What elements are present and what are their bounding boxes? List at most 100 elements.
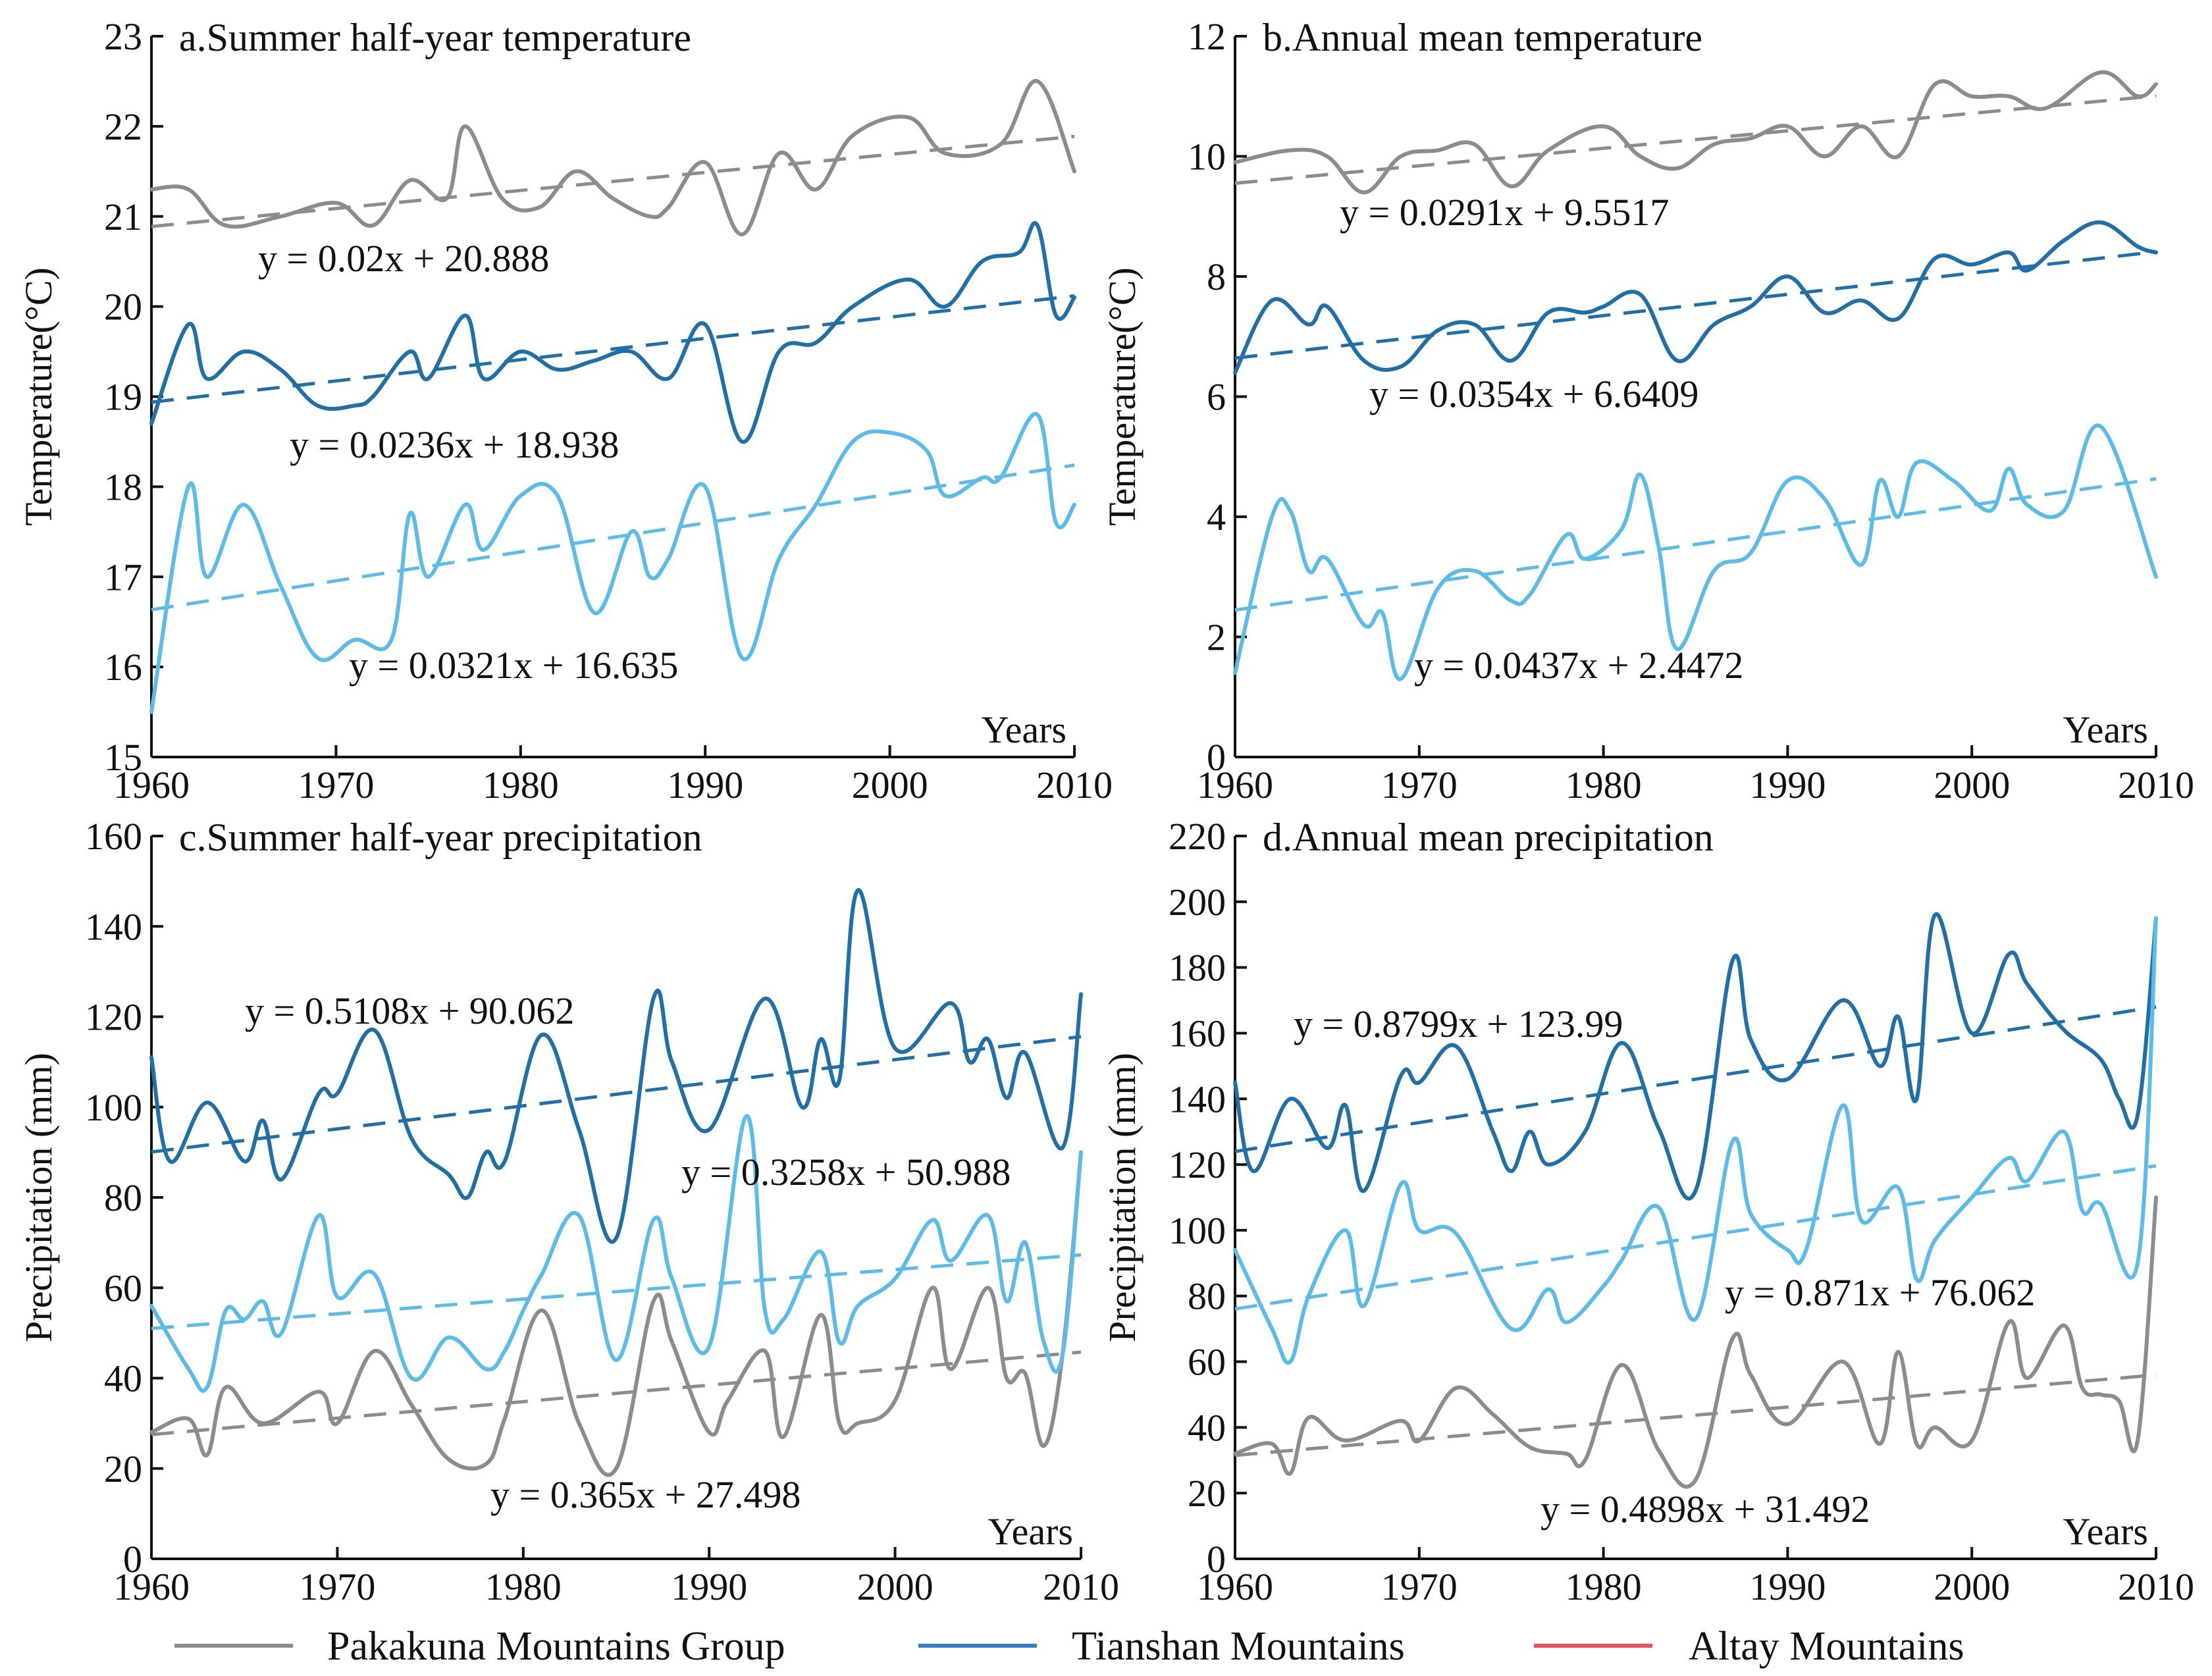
y-tick-label: 6 [1207,376,1226,419]
y-tick-label: 140 [1169,1078,1226,1120]
panel-3: 0 20 40 60 80 100 120 140 160 1960 1970 1980 1990 200… [17,815,1119,1608]
legend-label-altay: Altay Mountains [1689,1624,1964,1669]
y-tick-label: 15 [104,736,142,779]
trend-line-pakakuna [151,134,1075,228]
series-line-pakakuna [1233,70,2158,195]
trend-equation-pakakuna: y = 0.02x + 20.888 [258,237,549,280]
panel-title: a.Summer half-year temperature [179,16,691,59]
y-tick-label: 100 [85,1086,142,1129]
y-axis-title: Temperature(°C) [1101,267,1144,526]
trend-line-pakakuna [151,1350,1082,1436]
legend-label-pakakuna: Pakakuna Mountains Group [327,1624,785,1669]
x-tick-label: 2010 [1043,1565,1119,1608]
series-line-altay [149,1114,1083,1393]
x-tick-label: 1990 [1749,1565,1826,1608]
trend-line-tianshan [1234,250,2157,360]
series-line-altay [149,411,1076,714]
x-tick-label: 1970 [1381,1565,1458,1608]
y-tick-label: 120 [1169,1143,1226,1186]
x-tick-label: 2010 [2118,764,2194,806]
y-tick-label: 60 [104,1267,142,1309]
panel-4: 0 20 40 60 80 100 120 140 160 180 200 220 1960 1970 19… [1101,815,2194,1608]
y-tick-label: 160 [85,815,142,858]
x-tick-label: 2000 [1934,764,2010,806]
x-tick-label: 1970 [298,764,374,806]
y-tick-label: 40 [1188,1406,1226,1449]
y-tick-label: 10 [1188,136,1226,178]
y-tick-label: 18 [104,465,142,508]
trend-equation-altay: y = 0.0437x + 2.4472 [1414,644,1743,687]
y-tick-label: 23 [104,15,142,58]
y-tick-label: 20 [104,286,142,328]
y-tick-label: 160 [1169,1012,1226,1055]
x-axis-title: Years [2063,708,2148,751]
trend-line-tianshan [1234,1005,2157,1153]
panel-title: d.Annual mean precipitation [1263,816,1714,859]
y-tick-label: 80 [104,1176,142,1219]
y-axis-title: Precipitation (mm) [17,1053,60,1342]
x-tick-label: 1970 [299,1565,375,1608]
y-axis-title: Precipitation (mm) [1101,1053,1144,1342]
series-line-altay [1233,423,2158,681]
y-tick-label: 220 [1169,815,1226,858]
x-tick-label: 1960 [113,764,190,806]
y-tick-label: 8 [1207,255,1226,298]
x-tick-label: 1960 [1197,764,1273,806]
x-tick-label: 1980 [483,764,559,806]
y-tick-label: 80 [1188,1275,1226,1318]
trend-equation-altay: y = 0.3258x + 50.988 [681,1151,1011,1193]
y-tick-label: 22 [104,105,142,148]
y-tick-label: 200 [1169,881,1226,924]
y-tick-label: 20 [104,1448,142,1490]
trend-equation-pakakuna: y = 0.365x + 27.498 [490,1473,801,1516]
y-tick-label: 140 [85,905,142,948]
trend-equation-pakakuna: y = 0.0291x + 9.5517 [1340,191,1669,234]
series-line-pakakuna [149,1150,1083,1477]
y-tick-label: 120 [85,996,142,1039]
y-tick-label: 60 [1188,1341,1226,1384]
x-tick-label: 1960 [113,1565,190,1608]
panel-title: c.Summer half-year precipitation [179,816,702,859]
x-tick-label: 2010 [2118,1565,2194,1608]
y-tick-label: 0 [123,1538,142,1581]
trend-equation-altay: y = 0.0321x + 16.635 [349,644,678,687]
y-tick-label: 40 [104,1357,142,1400]
y-tick-label: 19 [104,376,142,419]
trend-equation-altay: y = 0.871x + 76.062 [1725,1271,2035,1314]
trend-line-altay [1234,1164,2157,1311]
x-tick-label: 1980 [485,1565,562,1608]
x-tick-label: 1980 [1566,764,1642,806]
x-tick-label: 1990 [667,764,743,806]
trend-line-pakakuna [1234,94,2157,185]
y-tick-label: 0 [1207,1538,1226,1581]
x-axis-title: Years [2063,1510,2148,1553]
trend-line-pakakuna [1234,1373,2157,1457]
series-line-tianshan [149,888,1083,1244]
x-tick-label: 1970 [1381,764,1458,806]
series-line-pakakuna [1233,1195,2158,1489]
x-tick-label: 1990 [1749,764,1826,806]
trend-equation-tianshan: y = 0.0236x + 18.938 [290,423,619,466]
y-tick-label: 12 [1188,15,1226,58]
y-tick-label: 2 [1207,616,1226,659]
x-tick-label: 2010 [1036,764,1113,806]
y-tick-label: 4 [1207,496,1226,538]
trend-line-altay [151,463,1075,612]
panel-2: 0 2 4 6 8 10 12 1960 1970 1980 1990 2000 2010 b.Annua… [1101,15,2194,806]
y-tick-label: 100 [1169,1209,1226,1252]
x-tick-label: 1980 [1566,1565,1642,1608]
series-line-tianshan [1233,912,2158,1201]
y-tick-label: 17 [104,556,142,598]
trend-equation-tianshan: y = 0.5108x + 90.062 [245,989,574,1032]
y-tick-label: 180 [1169,947,1226,989]
legend-label-tianshan: Tianshan Mountains [1072,1624,1405,1669]
panel-1: 15 16 17 18 19 20 21 22 23 1960 1970 1980 1990 2000 20… [17,15,1113,806]
x-axis-title: Years [988,1510,1073,1553]
y-tick-label: 16 [104,646,142,689]
series-line-tianshan [1233,220,2158,375]
series-line-pakakuna [149,79,1076,237]
y-tick-label: 20 [1188,1472,1226,1515]
x-axis-title: Years [982,708,1066,751]
panel-title: b.Annual mean temperature [1263,16,1702,59]
